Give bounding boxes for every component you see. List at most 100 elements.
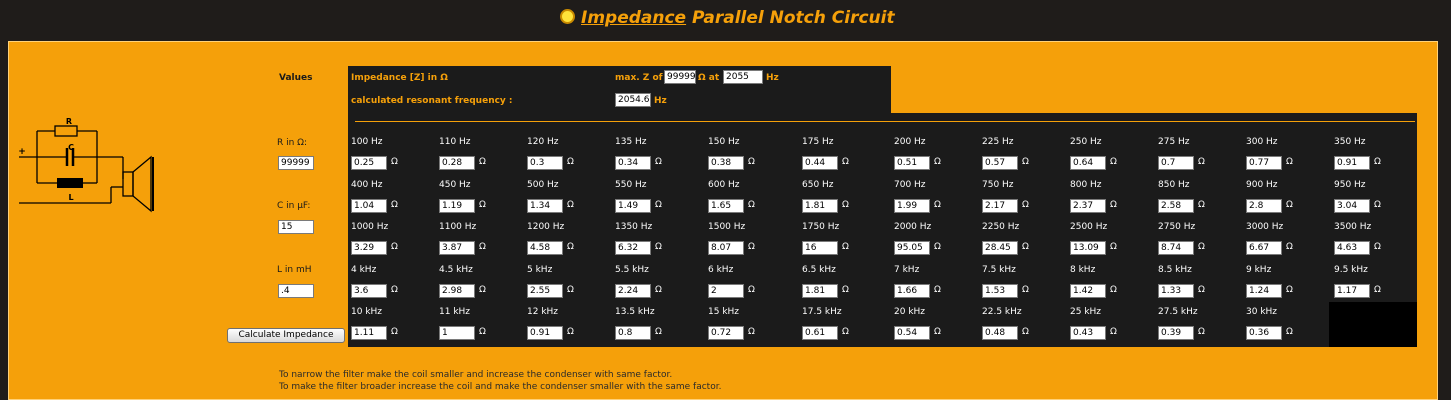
ohm-unit-label: Ω [1198,242,1205,252]
impedance-value-input[interactable]: 0.38 [708,156,744,170]
impedance-value-input[interactable]: 2.8 [1246,198,1282,213]
impedance-value-input[interactable]: 1 [439,326,475,340]
impedance-value-input[interactable]: 0.28 [439,156,475,170]
impedance-value-input[interactable]: 8.07 [708,241,744,255]
impedance-value-input[interactable]: 0.43 [1070,326,1106,340]
frequency-label: 4 kHz [351,264,377,275]
impedance-value-input[interactable]: 0.54 [894,326,930,340]
impedance-value-input[interactable]: 1.42 [1070,283,1106,298]
impedance-value-input[interactable]: 0.3 [527,156,563,170]
grid-divider [355,121,1415,122]
impedance-value-input[interactable]: 0.72 [708,326,744,340]
frequency-label: 2250 Hz [982,222,1020,232]
frequency-label: 135 Hz [615,137,647,147]
note-broaden: To make the filter broader increase the … [279,382,722,392]
impedance-value-input[interactable]: 3.6 [351,283,387,298]
maxz-input[interactable]: 99999 [664,70,696,84]
impedance-value-input[interactable]: 0.36 [1246,326,1282,340]
impedance-value-input[interactable]: 0.57 [982,156,1018,170]
title-link[interactable]: Impedance [581,8,687,28]
l-input[interactable]: .4 [278,284,314,298]
frequency-label: 8 kHz [1070,264,1096,275]
impedance-value-input[interactable]: 0.8 [615,326,651,340]
impedance-value-input[interactable]: 0.34 [615,156,651,170]
impedance-value-input[interactable]: 1.53 [982,283,1018,298]
impedance-value-input[interactable]: 2 [708,283,744,298]
frequency-label: 600 Hz [708,179,740,190]
impedance-value-input[interactable]: 2.17 [982,198,1018,213]
impedance-value-input[interactable]: 0.77 [1246,156,1282,170]
impedance-value-input[interactable]: 1.81 [802,198,838,213]
ohm-unit-label: Ω [842,199,849,210]
impedance-value-input[interactable]: 6.32 [615,241,651,255]
impedance-value-input[interactable]: 1.66 [894,283,930,298]
calculate-impedance-button[interactable]: Calculate Impedance [227,328,345,343]
impedance-value-input[interactable]: 0.7 [1158,156,1194,170]
impedance-value-input[interactable]: 6.67 [1246,241,1282,255]
impedance-value-input[interactable]: 1.04 [351,198,387,213]
ohm-unit-label: Ω [479,199,486,210]
ohm-unit-label: Ω [748,199,755,210]
frequency-label: 800 Hz [1070,179,1102,190]
ohm-unit-label: Ω [1198,157,1205,167]
impedance-value-input[interactable]: 0.39 [1158,326,1194,340]
frequency-label: 8.5 kHz [1158,264,1192,275]
frequency-label: 550 Hz [615,179,647,190]
frequency-label: 500 Hz [527,179,559,190]
ohm-unit-label: Ω [934,242,941,252]
impedance-value-input[interactable]: 1.17 [1334,283,1370,298]
r-label: R in Ω: [277,138,308,148]
impedance-value-input[interactable]: 2.58 [1158,198,1194,213]
ohm-unit-label: Ω [391,284,398,295]
impedance-value-input[interactable]: 0.48 [982,326,1018,340]
frequency-label: 13.5 kHz [615,307,655,317]
maxz-frequency-input[interactable]: 2055 [723,70,763,84]
impedance-value-input[interactable]: 3.29 [351,241,387,255]
impedance-value-input[interactable]: 0.91 [1334,156,1370,170]
impedance-value-input[interactable]: 1.11 [351,326,387,340]
diagram-label-c: C [68,143,74,152]
impedance-value-input[interactable]: 2.24 [615,283,651,298]
frequency-label: 9.5 kHz [1334,264,1368,275]
impedance-value-input[interactable]: 95.05 [894,241,930,255]
impedance-value-input[interactable]: 1.49 [615,198,651,213]
ohm-unit-label: Ω [479,327,486,337]
impedance-value-input[interactable]: 4.58 [527,241,563,255]
ohm-unit-label: Ω [1022,284,1029,295]
impedance-value-input[interactable]: 0.44 [802,156,838,170]
impedance-value-input[interactable]: 28.45 [982,241,1018,255]
impedance-value-input[interactable]: 1.65 [708,198,744,213]
impedance-value-input[interactable]: 3.87 [439,241,475,255]
frequency-label: 200 Hz [894,137,926,147]
c-input[interactable]: 15 [278,220,314,234]
impedance-value-input[interactable]: 1.33 [1158,283,1194,298]
ohm-unit-label: Ω [391,157,398,167]
impedance-value-input[interactable]: 1.24 [1246,283,1282,298]
impedance-value-input[interactable]: 0.25 [351,156,387,170]
impedance-value-input[interactable]: 0.61 [802,326,838,340]
calculator-panel: R C L + Values R in Ω: 99999 C in µF: 15… [8,41,1438,400]
impedance-value-input[interactable]: 1.34 [527,198,563,213]
r-input[interactable]: 99999 [278,156,314,170]
frequency-label: 2750 Hz [1158,222,1196,232]
ohm-unit-label: Ω [391,199,398,210]
impedance-value-input[interactable]: 0.91 [527,326,563,340]
impedance-value-input[interactable]: 2.37 [1070,198,1106,213]
impedance-value-input[interactable]: 4.63 [1334,241,1370,255]
impedance-value-input[interactable]: 1.81 [802,283,838,298]
impedance-value-input[interactable]: 1.99 [894,198,930,213]
resonant-input[interactable]: 2054.6 [615,93,651,107]
ohm-unit-label: Ω [842,327,849,337]
impedance-value-input[interactable]: 8.74 [1158,241,1194,255]
impedance-value-input[interactable]: 13.09 [1070,241,1106,255]
impedance-value-input[interactable]: 16 [802,241,838,255]
impedance-value-input[interactable]: 2.98 [439,283,475,298]
impedance-value-input[interactable]: 3.04 [1334,198,1370,213]
impedance-value-input[interactable]: 0.51 [894,156,930,170]
impedance-value-input[interactable]: 1.19 [439,198,475,213]
diagram-label-plus: + [19,147,26,157]
impedance-value-input[interactable]: 0.64 [1070,156,1106,170]
ohm-unit-label: Ω [934,157,941,167]
frequency-label: 25 kHz [1070,307,1102,317]
impedance-value-input[interactable]: 2.55 [527,283,563,298]
